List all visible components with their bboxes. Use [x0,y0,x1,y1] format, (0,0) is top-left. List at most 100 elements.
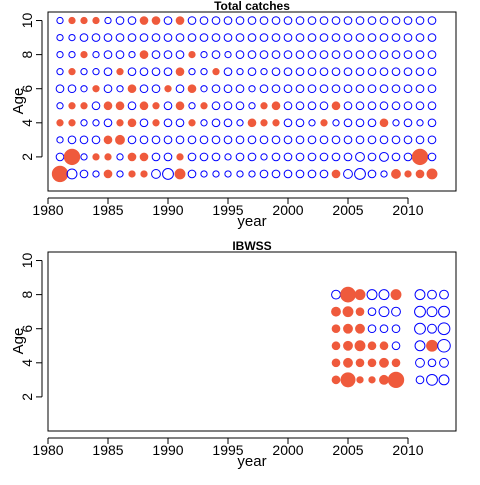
bubble-point [162,168,174,180]
bubble-point [378,306,390,318]
bubble-point [247,67,257,76]
bubble-point [283,16,293,25]
bubble-point [427,33,437,42]
bubble-point [380,170,388,178]
y-tick-label: 4 [19,119,35,127]
bubble-point [139,16,149,25]
panel-total-catches: Total catches 1980 1985 1990 1995 2000 2005 20… [10,0,457,230]
bubble-point [175,101,185,111]
bubble-point [403,16,413,25]
bubble-point [414,322,426,335]
x-tick-label: 1980 [32,442,63,458]
bubble-point [67,135,77,145]
bubble-point [437,322,451,336]
bubble-point [426,306,438,318]
bubble-point [319,101,329,111]
bubble-point [391,16,401,25]
bubble-point [247,152,257,162]
bubble-point [343,169,353,179]
bubble-point [115,101,125,111]
bubble-point [271,84,281,94]
y-tick-label: 2 [19,393,35,401]
x-axis: 1980 1985 1990 1995 2000 2005 2010 [32,197,424,218]
bubble-point [68,119,76,127]
bubble-point [260,68,268,76]
bubble-marks [51,16,438,183]
bubble-point [343,16,353,25]
bubble-point [307,33,317,42]
bubble-point [415,16,425,25]
bubble-point [331,169,341,179]
bubble-point [151,169,161,179]
bubble-point [103,50,113,59]
bubble-point [437,339,451,353]
bubble-point [68,50,76,59]
bubble-point [260,119,268,127]
bubble-point [366,289,378,301]
bubble-point [51,165,69,183]
bubble-point [379,67,389,76]
bubble-point [319,152,329,162]
bubble-point [223,16,233,25]
bubble-point [295,101,305,111]
bubble-point [283,50,293,59]
x-tick-label: 1990 [152,442,183,458]
bubble-point [387,371,405,389]
bubble-point [319,33,329,42]
bubble-point [235,50,245,59]
bubble-point [391,33,401,42]
bubble-point [343,152,353,162]
bubble-point [283,33,293,42]
bubble-point [163,33,173,42]
bubble-point [271,16,281,25]
plot-frame [47,251,457,432]
bubble-point [283,118,293,128]
bubble-point [367,135,377,145]
bubble-point [295,84,305,94]
bubble-point [211,152,221,162]
bubble-point [235,16,245,25]
bubble-point [343,84,353,94]
bubble-point [224,153,232,161]
bubble-point [163,67,173,76]
bubble-point [367,118,377,128]
bubble-point [211,84,221,94]
bubble-point [200,68,208,76]
bubble-point [439,289,449,300]
bubble-point [139,50,149,59]
bubble-point [128,50,136,59]
bubble-point [379,50,389,59]
bubble-point [176,153,184,161]
x-tick-label: 2000 [272,442,303,458]
bubble-point [211,135,221,145]
bubble-point [235,152,245,162]
chart-title: Total catches [214,0,290,13]
bubble-point [92,170,100,178]
bubble-point [427,323,437,334]
bubble-point [427,289,437,300]
y-axis-label: Age [10,328,27,355]
bubble-point [271,169,281,179]
bubble-point [151,16,161,25]
bubble-point [80,16,88,25]
bubble-point [307,135,317,145]
bubble-point [427,67,437,76]
bubble-point [199,135,209,145]
bubble-point [271,101,281,111]
x-tick-label: 2010 [392,202,423,218]
bubble-point [331,33,341,42]
bubble-point [187,152,197,162]
bubble-point [92,16,100,25]
bubble-point [367,341,377,351]
x-tick-label: 1985 [92,202,123,218]
bubble-point [271,50,281,59]
bubble-point [355,50,365,59]
bubble-point [80,102,88,110]
bubble-point [307,16,317,25]
panel-ibwss: IBWSS 1980 1985 1990 1995 2000 2005 2010 2 4 6 8 1… [10,239,457,470]
bubble-point [163,101,173,111]
bubble-point [55,152,65,162]
bubble-point [355,151,365,162]
x-tick-label: 1985 [92,442,123,458]
